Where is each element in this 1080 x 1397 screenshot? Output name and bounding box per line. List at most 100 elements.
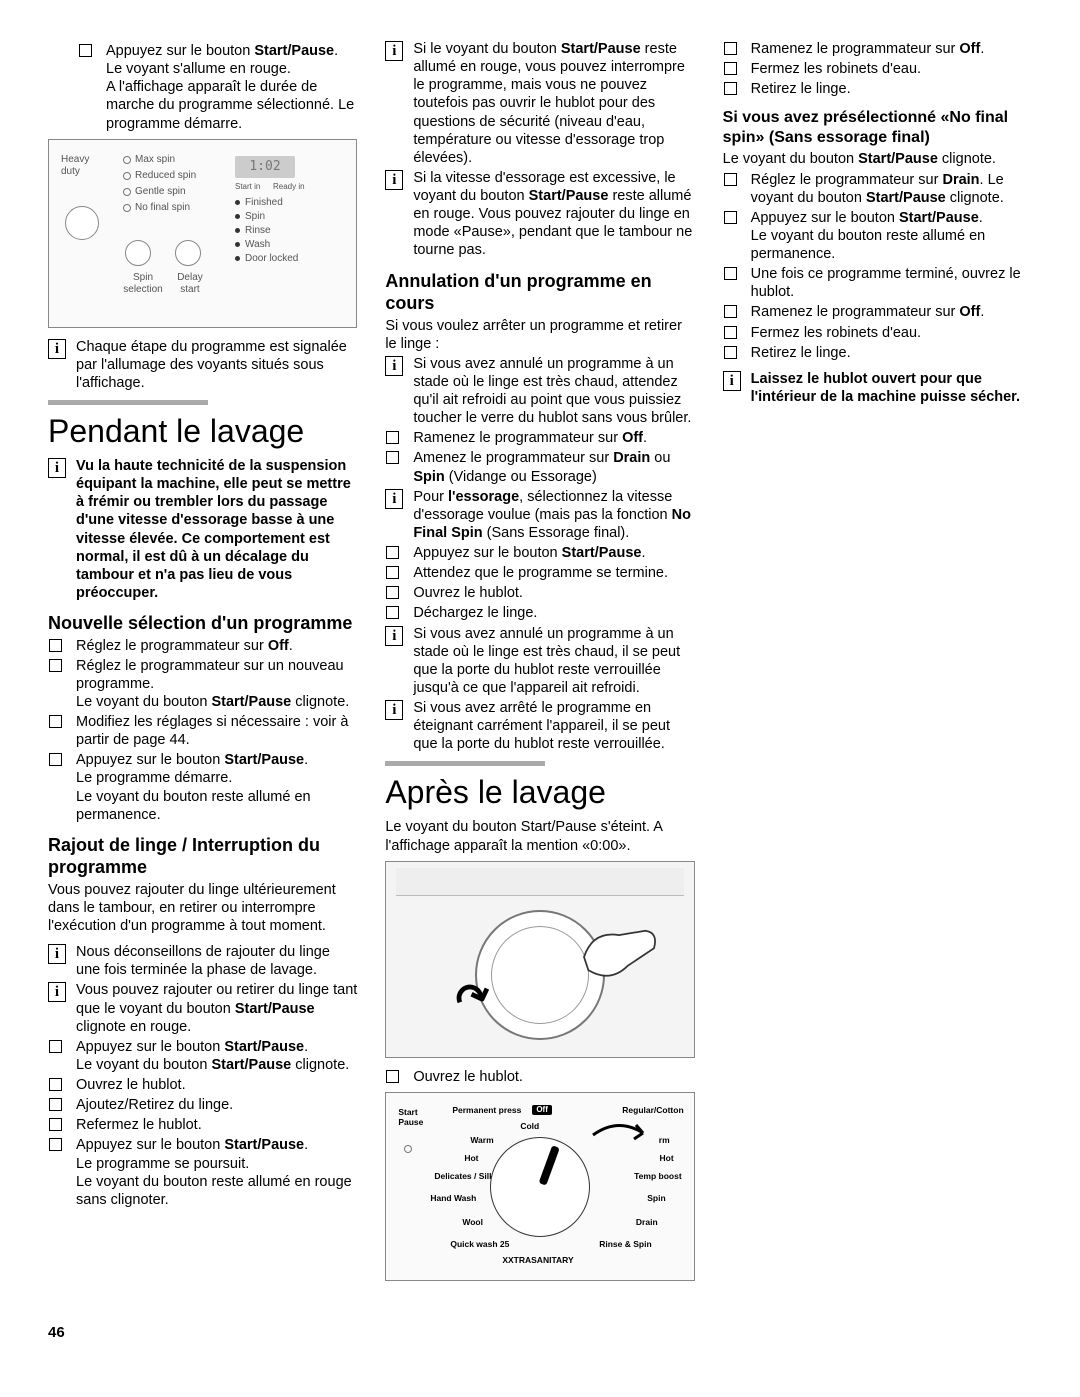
info-icon: i (48, 458, 66, 478)
led-icon (235, 228, 240, 233)
info-note: i Si vous avez arrêté le programme en ét… (385, 699, 694, 753)
label: Start in (235, 182, 260, 192)
arrow-icon (588, 1115, 648, 1145)
led-icon (123, 172, 131, 180)
heading-annulation: Annulation d'un programme en cours (385, 270, 694, 315)
info-icon: i (385, 626, 403, 646)
checkbox-icon (386, 606, 399, 619)
info-note: i Pour l'essorage, sélectionnez la vites… (385, 488, 694, 542)
led-icon (235, 214, 240, 219)
label: Rinse (245, 225, 271, 238)
text: Appuyez sur le bouton Start/Pause.Le voy… (751, 209, 1032, 263)
label-heavy: Heavy duty (61, 154, 97, 179)
checkbox-icon (386, 546, 399, 559)
step: Déchargez le linge. (385, 604, 694, 622)
info-icon: i (385, 170, 403, 190)
step-press-start: Appuyez sur le bouton Start/Pause. Le vo… (78, 42, 357, 133)
text: Pour l'essorage, sélectionnez la vitesse… (413, 488, 694, 542)
text: Réglez le programmateur sur Drain. Le vo… (751, 171, 1032, 207)
info-note: i Si vous avez annulé un programme à un … (385, 625, 694, 698)
info-note: i Nous déconseillons de rajouter du ling… (48, 943, 357, 979)
label: rm (659, 1135, 670, 1146)
heading-no-final-spin: Si vous avez présélectionné «No final sp… (723, 108, 1032, 148)
checkbox-icon (724, 305, 737, 318)
info-note: i Si la vitesse d'essorage est excessive… (385, 169, 694, 260)
checkbox-icon (724, 267, 737, 280)
info-note: i Chaque étape du programme est signalée… (48, 338, 357, 392)
info-icon: i (385, 41, 403, 61)
text: Modifiez les réglages si nécessaire : vo… (76, 713, 357, 749)
info-note: i Si vous avez annulé un programme à un … (385, 355, 694, 428)
text: Appuyez sur le bouton Start/Pause. Le vo… (76, 1038, 349, 1074)
text: Laissez le hublot ouvert pour que l'inté… (751, 370, 1032, 406)
checkbox-icon (49, 715, 62, 728)
text: Fermez les robinets d'eau. (751, 60, 921, 78)
info-note: i Si le voyant du bouton Start/Pause res… (385, 40, 694, 167)
step: Appuyez sur le bouton Start/Pause. Le pr… (48, 1136, 357, 1209)
step: Appuyez sur le bouton Start/Pause.Le voy… (723, 209, 1032, 263)
program-dial-figure: StartPause Permanent press Off Regular/C… (385, 1092, 694, 1281)
step: Ramenez le programmateur sur Off. (723, 303, 1032, 321)
text: Si le voyant du bouton Start/Pause reste… (413, 40, 694, 167)
step: Appuyez sur le bouton Start/Pause. Le pr… (48, 751, 357, 824)
checkbox-icon (724, 173, 737, 186)
text: Si vous avez annulé un programme à un st… (413, 625, 694, 698)
text: Retirez le linge. (751, 80, 851, 98)
text: Fermez les robinets d'eau. (751, 324, 921, 342)
label: Finished (245, 197, 283, 210)
label: Gentle spin (135, 186, 186, 199)
text: Appuyez sur le bouton Start/Pause. Le vo… (106, 42, 357, 133)
text: Ajoutez/Retirez du linge. (76, 1096, 233, 1114)
label: Spin (647, 1193, 665, 1204)
step: Fermez les robinets d'eau. (723, 60, 1032, 78)
step: Amenez le programmateur sur Drain ou Spi… (385, 449, 694, 485)
step: Ouvrez le hublot. (385, 584, 694, 602)
label: Hot (464, 1153, 478, 1164)
led-icon (235, 200, 240, 205)
text: Déchargez le linge. (413, 604, 537, 622)
step: Retirez le linge. (723, 344, 1032, 362)
label: Ready in (273, 182, 305, 192)
label: Delicates / Silk (434, 1171, 494, 1182)
step: Attendez que le programme se termine. (385, 564, 694, 582)
step: Réglez le programmateur sur un nouveau p… (48, 657, 357, 711)
text: Chaque étape du programme est signalée p… (76, 338, 357, 392)
step: Appuyez sur le bouton Start/Pause. Le vo… (48, 1038, 357, 1074)
page-number: 46 (48, 1324, 1032, 1343)
text: Attendez que le programme se termine. (413, 564, 668, 582)
info-suspension: i Vu la haute technicité de la suspensio… (48, 457, 357, 602)
checkbox-icon (49, 753, 62, 766)
led-icon (235, 256, 240, 261)
checkbox-icon (724, 42, 737, 55)
label: Door locked (245, 253, 298, 266)
heading-pendant: Pendant le lavage (48, 400, 357, 451)
step: Réglez le programmateur sur Drain. Le vo… (723, 171, 1032, 207)
label: Hand Wash (430, 1193, 476, 1204)
step: Appuyez sur le bouton Start/Pause. (385, 544, 694, 562)
label: Spin (245, 211, 265, 224)
text: Ouvrez le hublot. (413, 584, 523, 602)
label: Hot (659, 1153, 673, 1164)
led-icon (123, 156, 131, 164)
step: Refermez le hublot. (48, 1116, 357, 1134)
delay-knob (175, 240, 201, 266)
checkbox-icon (724, 211, 737, 224)
checkbox-icon (386, 451, 399, 464)
washer-open-figure: ↷ (385, 861, 694, 1058)
label: Reduced spin (135, 170, 196, 183)
text: Le voyant du bouton Start/Pause s'éteint… (385, 818, 694, 854)
checkbox-icon (49, 1098, 62, 1111)
text: Si vous avez arrêté le programme en étei… (413, 699, 694, 753)
checkbox-icon (386, 1070, 399, 1083)
led-icon (404, 1145, 412, 1153)
info-icon: i (723, 371, 741, 391)
text: Appuyez sur le bouton Start/Pause. Le pr… (76, 1136, 357, 1209)
label: Wool (462, 1217, 483, 1228)
info-note: i Vous pouvez rajouter ou retirer du lin… (48, 981, 357, 1035)
info-icon: i (48, 944, 66, 964)
checkbox-icon (724, 346, 737, 359)
checkbox-icon (49, 1138, 62, 1151)
checkbox-icon (79, 44, 92, 57)
checkbox-icon (724, 326, 737, 339)
checkbox-icon (724, 62, 737, 75)
